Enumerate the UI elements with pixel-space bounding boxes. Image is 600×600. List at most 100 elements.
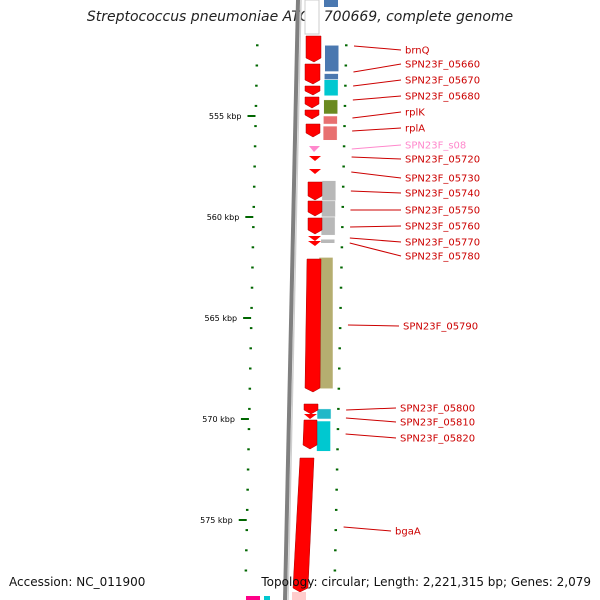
gene-arrows [246,0,338,600]
gene-label-SPN23F_05670[interactable]: SPN23F_05670 [405,76,480,87]
minor-tick-left [247,428,251,431]
gene-05760-arrow [307,217,323,235]
cog-box-SPN23F_05750 [321,200,336,218]
gene-label-SPN23F_05740[interactable]: SPN23F_05740 [405,189,480,200]
accession-text: Accession: NC_011900 [9,575,146,589]
gene-05660-arrow [304,63,321,85]
scale-label-560: 560 kbp [207,213,240,222]
leader-line-SPN23F_05820 [345,433,397,439]
gene-05680-arrow [304,96,320,109]
gene-05790-arrow [304,258,322,393]
minor-tick-right [338,367,341,370]
genome-backbone-shadow [287,0,302,600]
gene-bottom-cyan [264,596,270,600]
gene-label-SPN23F_05720[interactable]: SPN23F_05720 [405,155,480,166]
gene-label-brnQ[interactable]: brnQ [405,46,430,57]
minor-tick-right [340,246,344,249]
gene-label-SPN23F_s08[interactable]: SPN23F_s08 [405,141,466,152]
gene-label-SPN23F_05790[interactable]: SPN23F_05790 [403,322,478,333]
gene-label-SPN23F_05780[interactable]: SPN23F_05780 [405,252,480,263]
gene-label-SPN23F_05760[interactable]: SPN23F_05760 [405,222,480,233]
gene-label-SPN23F_05770[interactable]: SPN23F_05770 [405,238,480,249]
gene-label-rplK[interactable]: rplK [405,108,425,119]
leader-line-SPN23F_05680 [352,95,402,101]
minor-tick-right [343,104,347,107]
minor-tick-right [341,185,345,188]
gene-05800-arrow [303,403,319,415]
leader-line-SPN23F_05780 [349,242,402,257]
cog-box-SPN23F_05820 [316,420,331,452]
gene-bgaA-arrow [292,457,315,593]
gene-05720-arrow [309,156,321,161]
gene-label-bgaA[interactable]: bgaA [395,527,421,538]
minor-tick-right [344,64,348,67]
cog-box-rplK [323,115,338,125]
genome-backbone [283,0,300,600]
leader-line-SPN23F_05790 [347,324,400,327]
leader-line-SPN23F_05760 [350,225,402,228]
leader-line-SPN23F_05770 [349,237,402,243]
leader-line-SPN23F_05660 [353,63,402,73]
minor-tick-right [337,387,341,390]
minor-tick-right [333,569,337,572]
gene-label-rplA[interactable]: rplA [405,124,425,135]
minor-tick-left [253,165,256,168]
leader-line-SPN23F_s08 [351,144,402,150]
minor-tick-right [336,428,340,431]
gene-brnQ-arrow [305,35,322,63]
minor-tick-right [337,407,340,410]
minor-tick-right [338,347,341,350]
scale-label-565: 565 kbp [205,314,238,323]
gene-05740-arrow [307,181,323,201]
gene-label-SPN23F_05820[interactable]: SPN23F_05820 [400,434,475,445]
minor-tick-left [252,185,256,188]
minor-tick-left [246,468,250,471]
minor-tick-left [250,286,254,289]
cog-box-SPN23F_05670 [323,79,339,97]
gene-05770-arrow [308,236,321,241]
minor-tick-right [335,488,338,491]
gene-05730-arrow [309,169,321,174]
minor-tick-left [254,125,257,128]
gene-top-outline [304,0,320,35]
leader-line-SPN23F_05720 [351,156,402,160]
gene-label-SPN23F_05660[interactable]: SPN23F_05660 [405,60,480,71]
minor-tick-left [252,205,256,208]
gene-label-SPN23F_05750[interactable]: SPN23F_05750 [405,206,480,217]
gene-rplK-arrow [304,109,320,120]
gene-05820-arrow [302,419,318,450]
leader-line-SPN23F_05730 [351,171,402,179]
leader-line-SPN23F_05810 [345,417,397,423]
minor-tick-right [338,327,342,330]
gene-top-blue-box [324,0,338,7]
gene-label-SPN23F_05810[interactable]: SPN23F_05810 [400,418,475,429]
minor-tick-left [255,84,258,87]
left-tick-dots [244,44,259,572]
gene-05810-arrow [304,414,317,419]
leader-line-bgaA [343,526,392,532]
minor-tick-left [246,488,249,491]
minor-tick-right [341,205,345,208]
minor-tick-right [345,44,348,47]
gene-rplA-arrow [305,123,321,138]
gene-labels: brnQ SPN23F_05660 SPN23F_05670 SPN23F_05680… [343,46,480,538]
gene-label-SPN23F_05680[interactable]: SPN23F_05680 [405,92,480,103]
minor-tick-right [339,286,343,289]
minor-tick-left [245,508,249,511]
cog-box-brnQ [324,45,339,72]
cog-boxes [316,45,339,452]
gene-label-SPN23F_05800[interactable]: SPN23F_05800 [400,404,475,415]
minor-tick-right [334,549,337,552]
genome-info-text: Topology: circular; Length: 2,221,315 bp… [261,575,591,589]
minor-tick-left [256,44,259,47]
minor-tick-left [250,306,253,309]
minor-tick-left [248,407,251,410]
minor-tick-left [251,266,254,269]
leader-line-rplK [352,111,402,119]
minor-tick-left [249,347,252,350]
minor-tick-left [254,104,258,107]
leader-line-SPN23F_05800 [346,407,397,411]
minor-tick-right [344,84,347,87]
gene-label-SPN23F_05730[interactable]: SPN23F_05730 [405,174,480,185]
